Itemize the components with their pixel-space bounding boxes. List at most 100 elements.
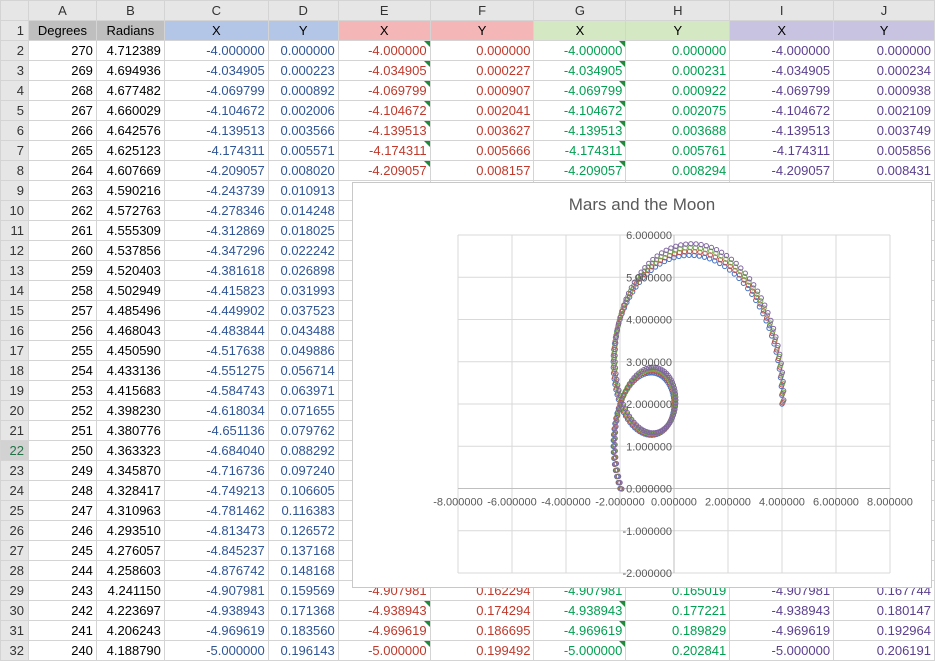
row-header-10[interactable]: 10 — [0, 200, 29, 221]
column-header-j[interactable]: J — [833, 0, 935, 21]
cell[interactable]: 0.000907 — [429, 80, 535, 101]
cell[interactable]: 0.148168 — [267, 560, 339, 581]
cell[interactable]: -4.104672 — [337, 100, 431, 121]
cell[interactable]: 0.000892 — [267, 80, 339, 101]
cell[interactable]: 0.043488 — [267, 320, 339, 341]
cell[interactable]: -4.034905 — [337, 60, 431, 81]
cell[interactable]: -4.000000 — [729, 40, 835, 61]
cell[interactable]: 0.000000 — [429, 40, 535, 61]
row-header-30[interactable]: 30 — [0, 600, 29, 621]
row-header-15[interactable]: 15 — [0, 300, 29, 321]
cell[interactable]: -4.938943 — [337, 600, 431, 621]
cell[interactable]: 268 — [27, 80, 97, 101]
cell[interactable]: 4.206243 — [95, 620, 165, 641]
cell[interactable]: -4.938943 — [533, 600, 627, 621]
cell[interactable]: -4.209057 — [337, 160, 431, 181]
cell[interactable]: 4.188790 — [95, 640, 165, 661]
row-header-5[interactable]: 5 — [0, 100, 29, 121]
cell[interactable]: -4.104672 — [163, 100, 269, 121]
cell[interactable]: 0.071655 — [267, 400, 339, 421]
cell[interactable]: -4.278346 — [163, 200, 269, 221]
cell[interactable]: 240 — [27, 640, 97, 661]
cell[interactable]: 0.079762 — [267, 420, 339, 441]
cell[interactable]: -4.000000 — [533, 40, 627, 61]
cell[interactable]: 260 — [27, 240, 97, 261]
cell[interactable]: 0.026898 — [267, 260, 339, 281]
cell[interactable]: 0.008431 — [833, 160, 935, 181]
cell[interactable]: 4.537856 — [95, 240, 165, 261]
header-cell[interactable]: X — [533, 20, 627, 41]
cell[interactable]: 0.005571 — [267, 140, 339, 161]
cell[interactable]: 256 — [27, 320, 97, 341]
row-header-8[interactable]: 8 — [0, 160, 29, 181]
row-header-22[interactable]: 22 — [0, 440, 29, 461]
cell[interactable]: 0.010913 — [267, 180, 339, 201]
cell[interactable]: 0.000000 — [833, 40, 935, 61]
cell[interactable]: -4.069799 — [729, 80, 835, 101]
cell[interactable]: 242 — [27, 600, 97, 621]
row-header-3[interactable]: 3 — [0, 60, 29, 81]
cell[interactable]: 4.502949 — [95, 280, 165, 301]
cell[interactable]: 0.037523 — [267, 300, 339, 321]
header-cell[interactable]: X — [337, 20, 431, 41]
header-cell[interactable]: Y — [833, 20, 935, 41]
column-header-c[interactable]: C — [163, 0, 269, 21]
cell[interactable]: 4.241150 — [95, 580, 165, 601]
cell[interactable]: 0.003749 — [833, 120, 935, 141]
header-cell[interactable]: Radians — [95, 20, 165, 41]
cell[interactable]: 0.002075 — [625, 100, 731, 121]
column-header-b[interactable]: B — [95, 0, 165, 21]
cell[interactable]: 0.005856 — [833, 140, 935, 161]
cell[interactable]: 244 — [27, 560, 97, 581]
row-header-31[interactable]: 31 — [0, 620, 29, 641]
cell[interactable]: 0.000922 — [625, 80, 731, 101]
cell[interactable]: 4.520403 — [95, 260, 165, 281]
row-header-24[interactable]: 24 — [0, 480, 29, 501]
cell[interactable]: 4.276057 — [95, 540, 165, 561]
cell[interactable]: 266 — [27, 120, 97, 141]
cell[interactable]: -4.139513 — [729, 120, 835, 141]
cell[interactable]: 0.180147 — [833, 600, 935, 621]
cell[interactable]: -5.000000 — [337, 640, 431, 661]
cell[interactable]: -4.684040 — [163, 440, 269, 461]
cell[interactable]: 0.196143 — [267, 640, 339, 661]
cell[interactable]: 4.398230 — [95, 400, 165, 421]
cell[interactable]: 243 — [27, 580, 97, 601]
row-header-2[interactable]: 2 — [0, 40, 29, 61]
cell[interactable]: -4.517638 — [163, 340, 269, 361]
cell[interactable]: -4.034905 — [533, 60, 627, 81]
cell[interactable]: -4.139513 — [533, 120, 627, 141]
cell[interactable]: 0.000231 — [625, 60, 731, 81]
cell[interactable]: 247 — [27, 500, 97, 521]
row-header-4[interactable]: 4 — [0, 80, 29, 101]
row-header-21[interactable]: 21 — [0, 420, 29, 441]
cell[interactable]: 4.694936 — [95, 60, 165, 81]
row-header-29[interactable]: 29 — [0, 580, 29, 601]
column-header-i[interactable]: I — [729, 0, 835, 21]
cell[interactable]: -5.000000 — [533, 640, 627, 661]
cell[interactable]: 0.206191 — [833, 640, 935, 661]
cell[interactable]: 245 — [27, 540, 97, 561]
cell[interactable]: -4.781462 — [163, 500, 269, 521]
cell[interactable]: 253 — [27, 380, 97, 401]
cell[interactable]: -4.243739 — [163, 180, 269, 201]
cell[interactable]: 255 — [27, 340, 97, 361]
cell[interactable]: 0.183560 — [267, 620, 339, 641]
cell[interactable]: 4.572763 — [95, 200, 165, 221]
cell[interactable]: -4.618034 — [163, 400, 269, 421]
cell[interactable]: 241 — [27, 620, 97, 641]
cell[interactable]: -4.209057 — [163, 160, 269, 181]
cell[interactable]: 0.189829 — [625, 620, 731, 641]
row-header-13[interactable]: 13 — [0, 260, 29, 281]
cell[interactable]: 4.258603 — [95, 560, 165, 581]
cell[interactable]: 0.192964 — [833, 620, 935, 641]
cell[interactable]: 249 — [27, 460, 97, 481]
cell[interactable]: -4.034905 — [729, 60, 835, 81]
cell[interactable]: 4.415683 — [95, 380, 165, 401]
cell[interactable]: -4.312869 — [163, 220, 269, 241]
cell[interactable]: 4.380776 — [95, 420, 165, 441]
header-cell[interactable]: Y — [429, 20, 535, 41]
cell[interactable]: 0.049886 — [267, 340, 339, 361]
cell[interactable]: 4.223697 — [95, 600, 165, 621]
cell[interactable]: -4.969619 — [729, 620, 835, 641]
